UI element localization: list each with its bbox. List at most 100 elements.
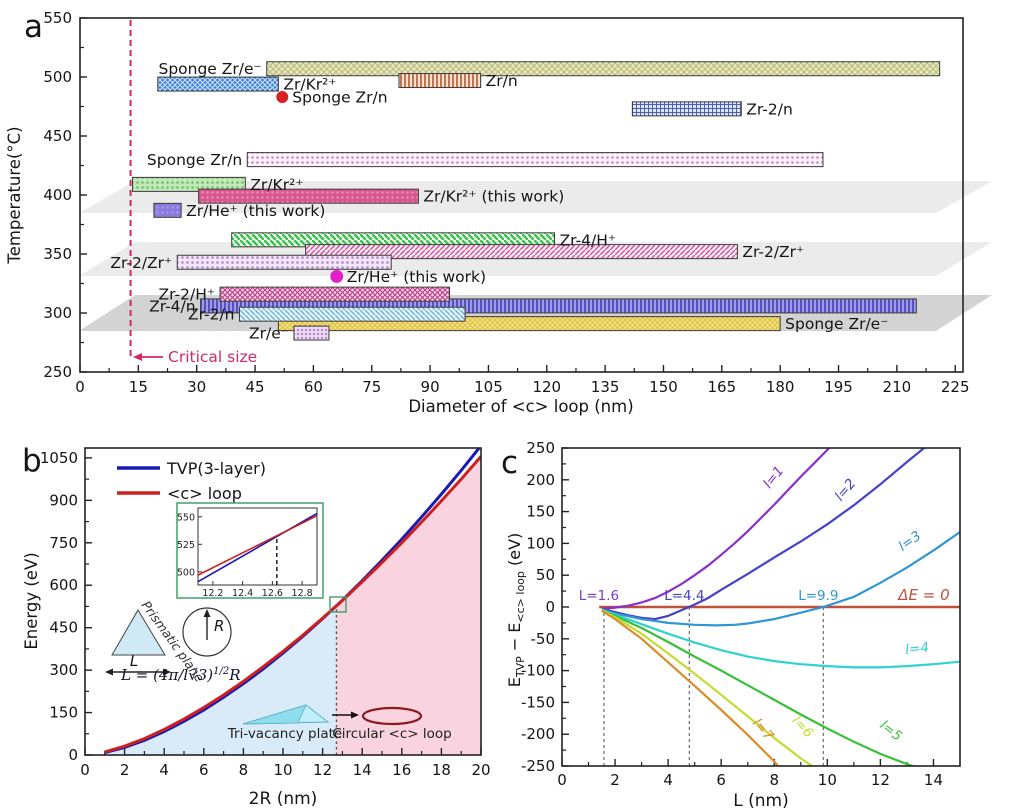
svg-text:0: 0 — [557, 771, 567, 789]
R-circle — [182, 607, 232, 657]
point-label-zr-he-this-work: Zr/He⁺ (this work) — [347, 268, 486, 286]
curve-c-loop — [104, 455, 481, 754]
svg-text:90: 90 — [421, 378, 440, 396]
svg-text:180: 180 — [766, 378, 795, 396]
point-zr-he-this-work — [330, 269, 344, 283]
panel-c-ylabel-mid: − E — [505, 622, 524, 657]
curve-l-4 — [601, 608, 960, 669]
svg-text:10: 10 — [818, 771, 837, 789]
svg-text:105: 105 — [474, 378, 503, 396]
svg-text:-250: -250 — [521, 757, 555, 775]
circular-loop-shape — [361, 706, 423, 726]
bar-zr-he-this-work — [153, 202, 182, 218]
svg-text:135: 135 — [591, 378, 620, 396]
svg-text:500: 500 — [177, 567, 195, 578]
panel-a-chart: 0 15 30 45 60 75 90 105 120 135 150 165 180 195 210 225… — [5, 9, 992, 416]
svg-text:-150: -150 — [521, 693, 555, 711]
svg-text:2: 2 — [610, 771, 620, 789]
svg-text:4: 4 — [159, 761, 169, 779]
bar-label-zr-n: Zr/n — [486, 72, 518, 90]
curve-label-l-3: l=3 — [896, 528, 925, 555]
bar-zr-2-n — [631, 101, 742, 117]
svg-text:10: 10 — [273, 761, 292, 779]
bar-label-zr-2-h: Zr-2/H⁺ — [159, 286, 216, 304]
bar-zr-2-n — [238, 306, 466, 322]
svg-text:100: 100 — [526, 534, 555, 552]
formula-main: L = (4π/l√3) — [121, 666, 214, 684]
panel-c-ylabel: ETVP − E<c> loop (eV) — [505, 490, 527, 730]
bar-label-zr-kr: Zr/Kr²⁺ — [283, 76, 336, 94]
svg-text:-100: -100 — [521, 662, 555, 680]
bar-label-zr-2-zr: Zr-2/Zr⁺ — [110, 254, 172, 272]
svg-text:350: 350 — [43, 245, 72, 263]
panel-c-frame — [561, 447, 961, 767]
bar-label-sponge-zr-e: Sponge Zr/e⁻ — [785, 315, 888, 333]
bar-zr-e — [293, 325, 330, 341]
prismatic-triangle — [111, 609, 166, 656]
svg-text:195: 195 — [824, 378, 853, 396]
crossing-label-l-9-9: L=9.9 — [798, 588, 838, 604]
svg-text:15: 15 — [129, 378, 148, 396]
crossing-label-l-4-4: L=4.4 — [664, 588, 704, 604]
svg-text:750: 750 — [49, 534, 78, 552]
svg-text:30: 30 — [187, 378, 206, 396]
svg-text:0: 0 — [545, 598, 555, 616]
bar-label-zr-4-n: Zr-4/n — [149, 297, 196, 315]
curve-l-3 — [601, 531, 960, 627]
svg-text:300: 300 — [49, 661, 78, 679]
bar-label-zr-kr: Zr/Kr²⁺ — [250, 176, 303, 194]
svg-text:210: 210 — [883, 378, 912, 396]
bar-label-zr-kr-this-work: Zr/Kr²⁺ (this work) — [423, 188, 564, 206]
svg-text:8: 8 — [769, 771, 779, 789]
panel-c-ylabel-sub1: TVP — [514, 656, 528, 678]
bar-label-zr-2-n: Zr-2/n — [746, 100, 793, 118]
curve-label-l-4: l=4 — [905, 640, 930, 658]
panel-a-letter: a — [24, 9, 43, 45]
svg-text:16: 16 — [392, 761, 411, 779]
point-sponge-zr-n — [276, 91, 289, 104]
svg-text:0: 0 — [68, 746, 78, 764]
svg-text:6: 6 — [716, 771, 726, 789]
bar-zr-2-zr — [176, 254, 392, 270]
point-label-sponge-zr-n: Sponge Zr/n — [292, 89, 387, 107]
L-label: L — [130, 652, 138, 670]
svg-text:600: 600 — [49, 576, 78, 594]
curve-label-l-1: l=1 — [760, 463, 787, 491]
curve-l-7 — [601, 609, 780, 766]
formula-end: R — [229, 666, 241, 684]
svg-text:75: 75 — [362, 378, 381, 396]
bar-label-zr-2-zr: Zr-2/Zr⁺ — [742, 243, 804, 261]
svg-text:1050: 1050 — [40, 449, 78, 467]
svg-text:6: 6 — [199, 761, 209, 779]
formula-exponent: 1/2 — [213, 666, 230, 677]
zoom-indicator-box — [329, 596, 347, 613]
svg-text:12.8: 12.8 — [292, 588, 313, 599]
bar-zr-n — [398, 73, 482, 89]
svg-text:250: 250 — [526, 439, 555, 457]
svg-text:0: 0 — [80, 761, 90, 779]
critical-size-label: Critical size — [168, 348, 257, 366]
svg-text:50: 50 — [536, 566, 555, 584]
svg-text:150: 150 — [649, 378, 678, 396]
svg-text:525: 525 — [177, 540, 195, 551]
svg-text:12.6: 12.6 — [262, 588, 283, 599]
svg-text:900: 900 — [49, 491, 78, 509]
svg-text:45: 45 — [245, 378, 264, 396]
delta-e-zero-label: ΔE = 0 — [897, 586, 949, 604]
panel-c-letter: c — [501, 445, 519, 481]
svg-text:60: 60 — [304, 378, 323, 396]
bar-zr-kr — [132, 176, 246, 192]
svg-text:300: 300 — [43, 304, 72, 322]
svg-text:-200: -200 — [521, 725, 555, 743]
svg-text:14: 14 — [924, 771, 943, 789]
svg-text:450: 450 — [43, 127, 72, 145]
svg-text:500: 500 — [43, 68, 72, 86]
panel-a-frame — [79, 17, 964, 373]
bar-zr-kr-this-work — [198, 188, 419, 204]
panel-b-xlabel: 2R (nm) — [249, 789, 318, 809]
svg-text:12.4: 12.4 — [232, 588, 253, 599]
bar-label-zr-he-this-work: Zr/He⁺ (this work) — [186, 202, 325, 220]
bar-label-zr-2-n: Zr-2/n — [188, 306, 235, 324]
svg-text:2: 2 — [120, 761, 130, 779]
